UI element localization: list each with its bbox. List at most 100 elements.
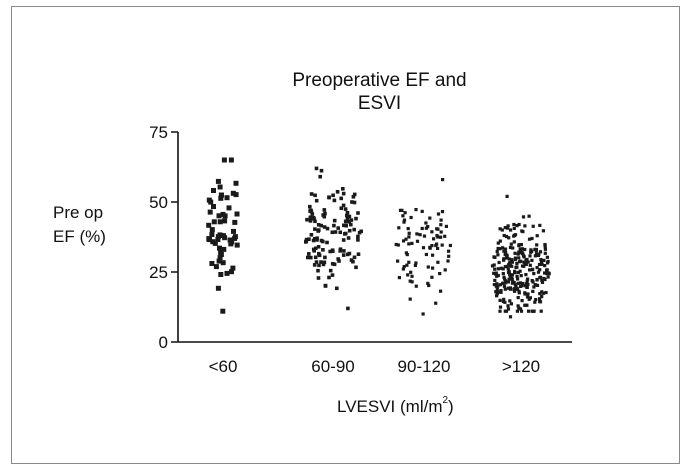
data-point [436, 260, 440, 264]
data-point [332, 198, 337, 203]
data-point [543, 264, 547, 268]
data-point [308, 219, 313, 223]
data-point [446, 259, 450, 263]
data-point [338, 230, 343, 235]
data-point [497, 260, 501, 265]
data-point [327, 195, 331, 200]
data-point [540, 295, 544, 299]
data-point [494, 284, 498, 288]
data-point [499, 290, 503, 294]
data-point [501, 281, 505, 285]
x-tick-label: >120 [502, 357, 540, 376]
data-point [218, 195, 224, 201]
data-point [350, 200, 354, 204]
data-point [218, 272, 224, 277]
data-point [517, 251, 521, 255]
data-point [533, 300, 537, 304]
data-point [508, 315, 513, 319]
data-point [428, 246, 432, 250]
data-point [495, 282, 499, 286]
data-point [537, 262, 542, 267]
data-point [495, 294, 499, 298]
data-point [428, 216, 432, 220]
data-point [506, 286, 510, 290]
data-point [420, 209, 424, 213]
x-tick-label: 90-120 [398, 357, 451, 376]
data-point [333, 230, 338, 234]
data-point [493, 278, 497, 282]
data-point [498, 305, 503, 309]
data-point [309, 255, 313, 260]
data-point [506, 280, 511, 284]
data-point [341, 187, 345, 191]
data-point [424, 226, 428, 230]
data-point [408, 279, 412, 283]
data-point [538, 223, 542, 227]
data-point [516, 287, 520, 291]
data-point [397, 276, 401, 280]
y-tick-label: 25 [149, 263, 168, 282]
data-point [516, 296, 520, 300]
data-point [541, 229, 545, 233]
data-point [338, 247, 343, 251]
data-point [397, 226, 401, 230]
data-point [538, 300, 542, 304]
data-point [531, 289, 535, 293]
data-point [498, 247, 502, 251]
data-point [543, 245, 547, 249]
data-group-0 [206, 157, 240, 314]
data-point [545, 268, 549, 272]
data-point [535, 283, 540, 287]
data-point [314, 198, 319, 203]
data-point [496, 241, 500, 245]
data-point [414, 261, 418, 265]
data-point [206, 222, 212, 228]
data-point [339, 206, 344, 210]
data-point [526, 260, 530, 264]
data-point [523, 292, 527, 296]
data-point [424, 221, 428, 225]
data-point [323, 255, 327, 260]
data-point [502, 284, 506, 288]
data-point [319, 223, 323, 228]
data-point [312, 217, 316, 221]
data-point [322, 260, 327, 265]
data-point [436, 212, 441, 216]
data-point [331, 193, 335, 198]
data-point [510, 258, 514, 262]
data-point [426, 225, 430, 229]
data-point [499, 289, 503, 293]
data-point [527, 214, 531, 218]
x-axis-label: LVESVI (ml/m2) [337, 395, 454, 417]
data-point [523, 224, 527, 228]
data-point [222, 213, 228, 219]
data-point [541, 291, 545, 295]
data-point [406, 227, 410, 231]
data-point [440, 210, 445, 214]
data-point [346, 236, 351, 240]
data-point [539, 275, 543, 279]
data-point [436, 235, 440, 239]
data-point [356, 238, 360, 242]
data-point [448, 243, 452, 248]
data-point [502, 257, 506, 261]
data-point [493, 267, 497, 271]
data-point [215, 178, 221, 184]
data-point [512, 234, 516, 238]
data-point [530, 236, 534, 241]
data-point [352, 255, 357, 260]
data-point [503, 247, 508, 251]
data-point [516, 281, 520, 285]
data-point [519, 309, 524, 313]
data-point [508, 245, 513, 250]
data-point [527, 237, 532, 241]
data-point [503, 279, 508, 283]
data-point [501, 299, 505, 304]
data-point [502, 297, 506, 301]
data-point [543, 251, 547, 255]
data-point [498, 227, 502, 231]
data-point [407, 260, 411, 264]
data-point [512, 222, 516, 227]
data-point [314, 260, 319, 264]
data-point [530, 249, 534, 253]
